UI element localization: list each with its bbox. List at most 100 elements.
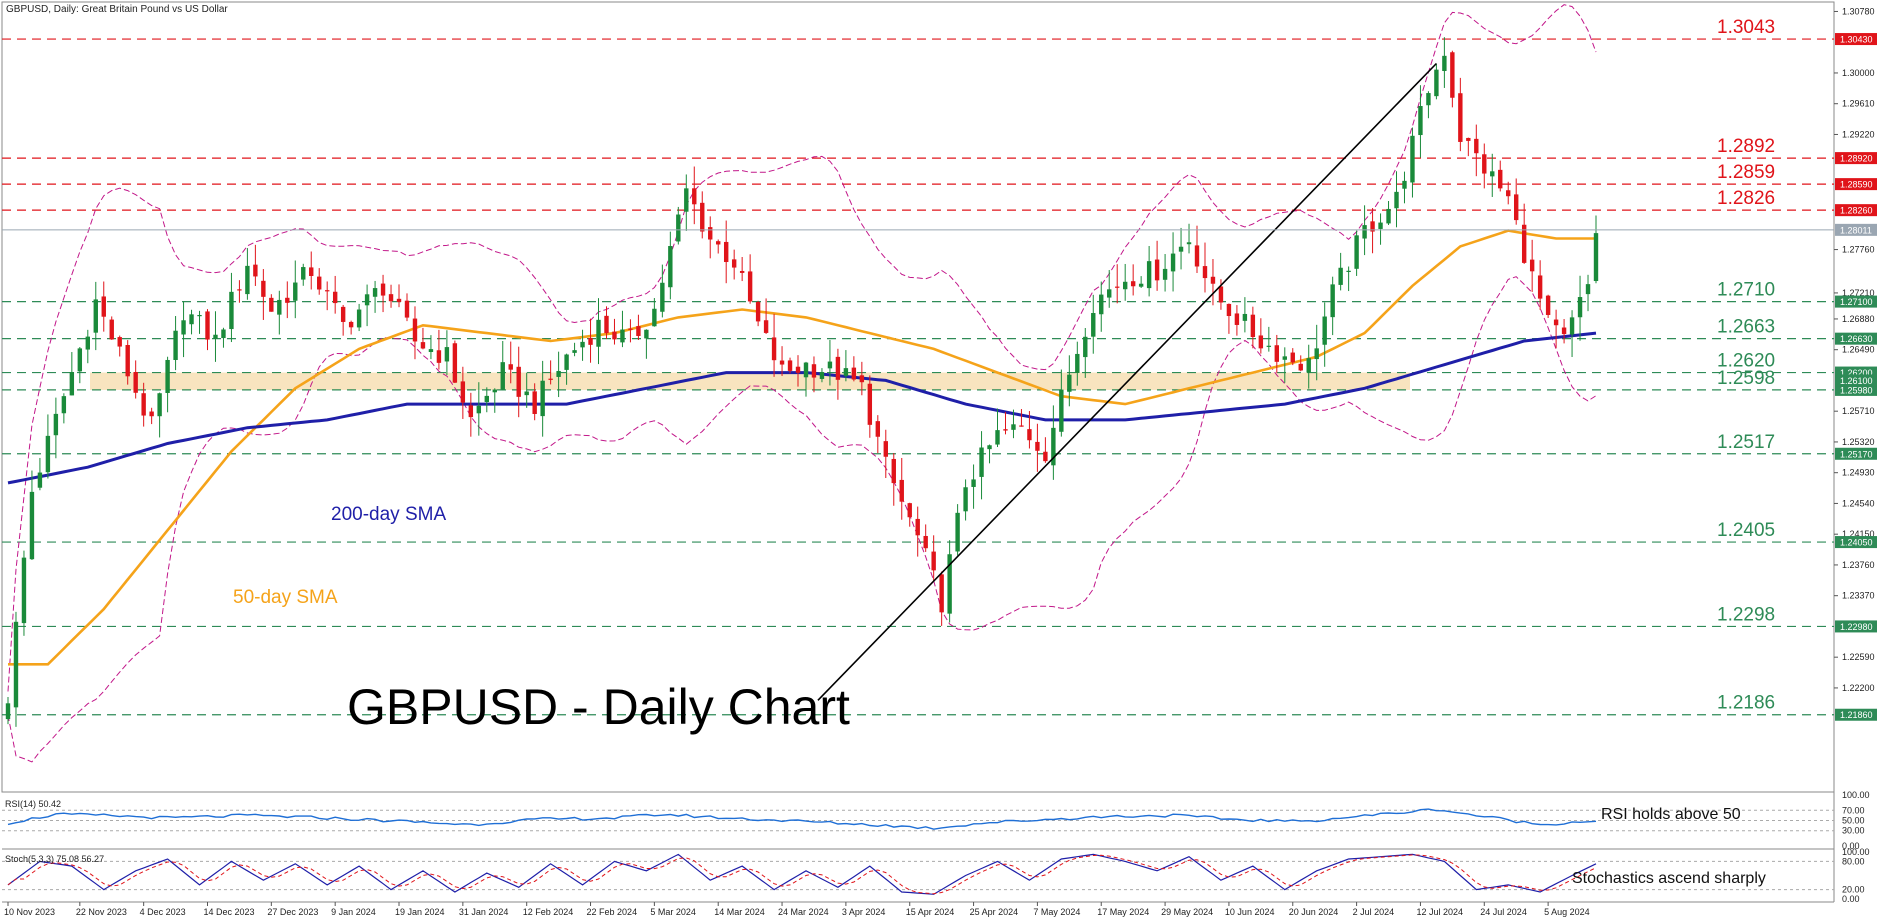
- date-tick-label: 29 May 2024: [1161, 907, 1213, 917]
- date-tick-label: 12 Jul 2024: [1416, 907, 1463, 917]
- candle-body: [1466, 137, 1471, 141]
- candle-body: [348, 321, 354, 328]
- level-price-box-text: 1.28260: [1840, 206, 1873, 216]
- candle-body: [1561, 327, 1567, 335]
- rsi-axis-label: 0.00: [1842, 841, 1860, 851]
- candle-body: [1577, 297, 1583, 318]
- level-price-box-text: 1.21860: [1840, 710, 1873, 720]
- candle-body: [1043, 451, 1048, 462]
- candle-body: [843, 368, 849, 376]
- level-price-box: [1835, 620, 1877, 633]
- candle-body: [1306, 358, 1311, 373]
- date-tick-label: 17 May 2024: [1097, 907, 1149, 917]
- candle-body: [763, 320, 769, 333]
- level-price-box: [1835, 708, 1877, 721]
- level-label: 1.3043: [1717, 17, 1775, 38]
- chart-title: GBPUSD - Daily Chart: [347, 679, 850, 735]
- consolidation-zone: [90, 372, 1410, 390]
- candle-body: [213, 334, 218, 339]
- candle-body: [771, 337, 777, 361]
- date-tick-label: 22 Nov 2023: [76, 907, 127, 917]
- candle-body: [851, 367, 857, 380]
- candle-body: [109, 319, 114, 340]
- candle-body: [37, 472, 43, 488]
- uptrend-line: [817, 62, 1437, 701]
- stoch-axis-label: 100.00: [1842, 847, 1870, 857]
- date-tick-label: 14 Dec 2023: [203, 907, 254, 917]
- candle-body: [1234, 313, 1240, 325]
- candle-body: [1266, 345, 1272, 347]
- candle-body: [468, 405, 474, 418]
- date-tick-label: 7 May 2024: [1033, 907, 1080, 917]
- candle-body: [779, 360, 785, 365]
- candle-body: [1418, 105, 1423, 136]
- date-tick-label: 2 Jul 2024: [1353, 907, 1395, 917]
- candle-body: [277, 299, 282, 315]
- candle-body: [628, 328, 633, 330]
- candle-body: [955, 512, 960, 552]
- candle-body: [197, 314, 202, 317]
- stoch-k-line: [7, 853, 1597, 895]
- candle-body: [1194, 245, 1200, 267]
- candle-body: [1019, 425, 1024, 427]
- candle-body: [731, 259, 737, 268]
- date-tick-label: 25 Apr 2024: [970, 907, 1019, 917]
- candle-body: [317, 276, 322, 290]
- level-price-box-text: 1.30430: [1840, 35, 1873, 45]
- candle-body: [739, 270, 745, 273]
- candle-body: [556, 370, 561, 377]
- candle-body: [859, 375, 865, 383]
- candle-body: [644, 329, 649, 339]
- candle-body: [492, 389, 497, 393]
- candle-body: [301, 267, 306, 280]
- stoch-axis-label: 0.00: [1842, 894, 1860, 904]
- candle-body: [189, 314, 194, 325]
- candle-body: [564, 354, 569, 370]
- candle-body: [827, 361, 833, 369]
- candle-body: [1537, 275, 1543, 299]
- candle-body: [787, 360, 793, 371]
- candle-body: [101, 296, 106, 317]
- candle-body: [532, 391, 537, 414]
- candle-body: [1210, 276, 1216, 284]
- candle-body: [1075, 353, 1080, 373]
- candle-body: [1553, 319, 1559, 326]
- candle-body: [1027, 429, 1032, 441]
- candle-body: [93, 299, 98, 333]
- candle-body: [516, 366, 521, 397]
- candle-body: [364, 294, 370, 306]
- candle-body: [1178, 246, 1184, 252]
- candle-body: [987, 445, 992, 450]
- candle-body: [61, 396, 67, 414]
- price-tick-label: 1.23370: [1842, 591, 1875, 601]
- candle-body: [396, 298, 402, 302]
- candle-body: [1426, 93, 1431, 106]
- candle-body: [77, 348, 83, 372]
- candle-body: [1498, 169, 1503, 189]
- rsi-header: RSI(14) 50.42: [5, 799, 61, 809]
- stoch-annotation: Stochastics ascend sharply: [1572, 870, 1766, 887]
- level-price-box: [1835, 447, 1877, 460]
- candle-body: [1035, 441, 1040, 451]
- candle-body: [293, 282, 298, 301]
- candle-body: [1314, 348, 1319, 360]
- level-price-box-text: 1.26100: [1840, 376, 1873, 386]
- candle-body: [1083, 336, 1088, 358]
- candle-body: [875, 421, 881, 437]
- date-tick-label: 5 Mar 2024: [650, 907, 696, 917]
- candle-body: [795, 366, 801, 373]
- candle-body: [1059, 389, 1064, 432]
- sma200-label: 200-day SMA: [331, 504, 446, 525]
- candle-body: [971, 479, 976, 487]
- candle-body: [412, 318, 418, 342]
- candle-body: [117, 337, 122, 347]
- candle-body: [404, 300, 410, 318]
- candle-body: [580, 341, 585, 348]
- sma50-label: 50-day SMA: [233, 587, 338, 608]
- level-price-box: [1835, 152, 1877, 165]
- price-tick-label: 1.29220: [1842, 129, 1875, 139]
- level-price-box-text: 1.28590: [1840, 180, 1873, 190]
- candle-body: [1051, 427, 1056, 466]
- candle-body: [803, 362, 809, 378]
